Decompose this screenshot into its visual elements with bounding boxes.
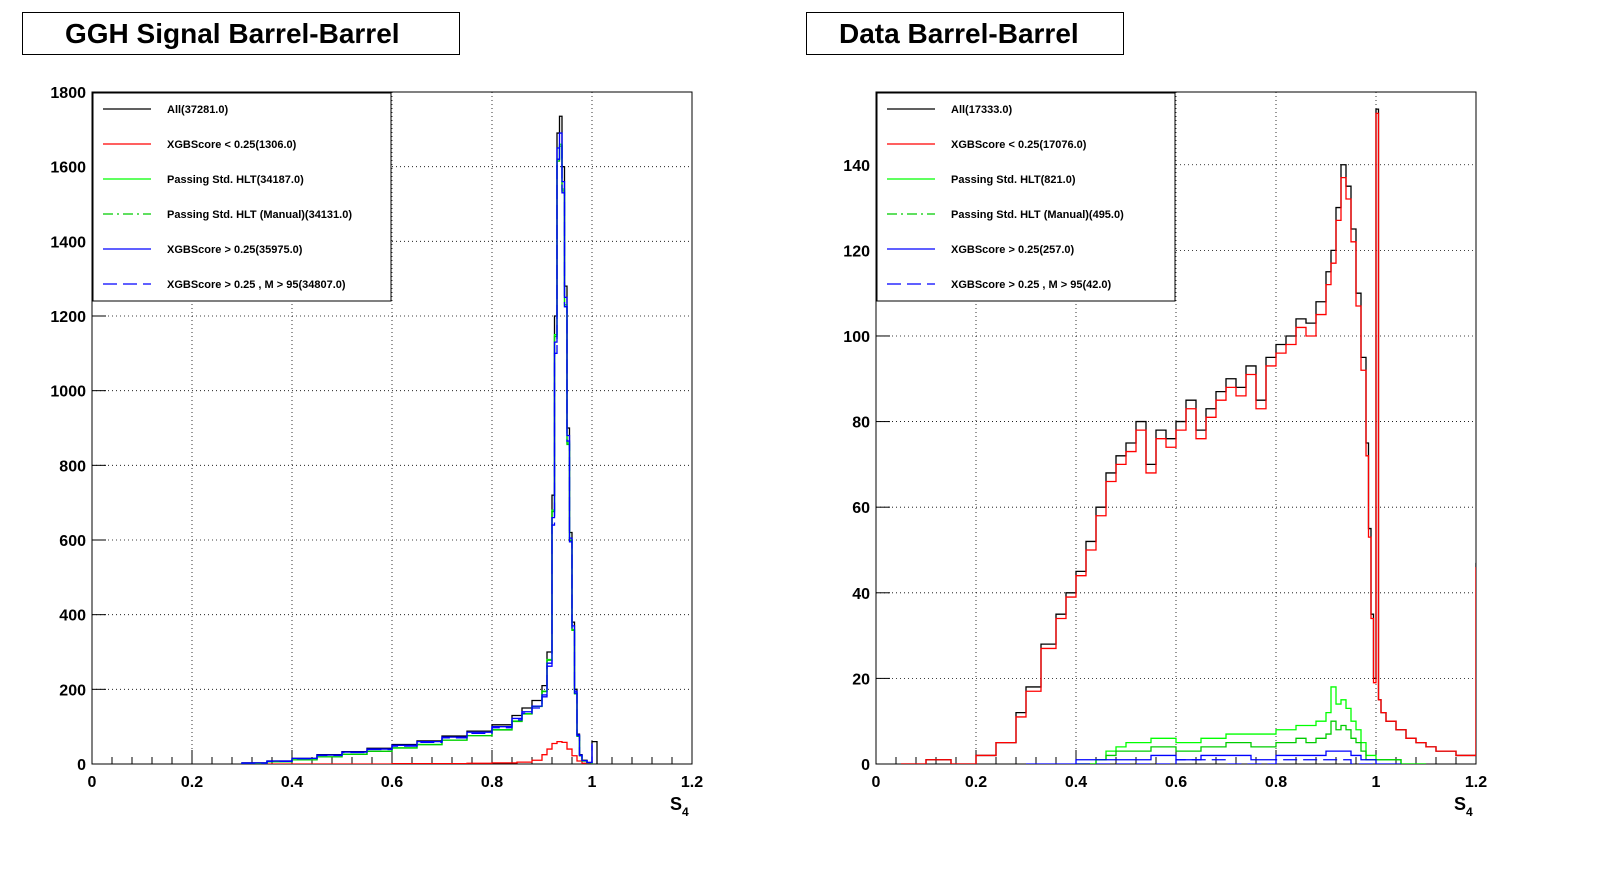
tick-label-y: 80 [852,415,870,432]
legend-label: XGBScore < 0.25(1306.0) [167,139,297,151]
tick-label-y: 20 [852,671,870,688]
tick-label-y: 400 [59,608,86,625]
series-line-3 [1076,720,1426,764]
tick-label-y: 100 [843,329,870,346]
tick-label-x: 0.6 [381,774,403,791]
tick-label-x: 0.4 [281,774,303,791]
legend-label: Passing Std. HLT (Manual)(34131.0) [167,209,352,221]
legend-box [876,92,1176,302]
legend-label: XGBScore > 0.25 , M > 95(42.0) [951,279,1112,291]
x-axis-label-subscript: 4 [1466,805,1473,819]
legend-box [92,92,392,302]
series-line-4 [1026,750,1401,764]
series-line-5 [241,143,593,764]
x-axis-label-subscript: 4 [682,805,689,819]
tick-label-y: 0 [861,757,870,774]
legend-label: XGBScore > 0.25(35975.0) [167,244,303,256]
tick-label-x: 0.2 [181,774,203,791]
tick-label-x: 0 [88,774,97,791]
tick-label-y: 1800 [50,85,86,102]
tick-label-y: 0 [77,757,86,774]
tick-label-y: 60 [852,500,870,517]
tick-label-y: 1000 [50,384,86,401]
tick-label-x: 0.8 [481,774,503,791]
legend-label: XGBScore > 0.25 , M > 95(34807.0) [167,279,346,291]
x-axis-label: S [1454,794,1466,814]
tick-label-x: 1 [1372,774,1381,791]
chart-title-data: Data Barrel-Barrel [806,12,1124,55]
series-line-5 [1076,759,1376,764]
tick-label-y: 140 [843,158,870,175]
tick-label-y: 200 [59,682,86,699]
tick-label-y: 40 [852,586,870,603]
tick-label-y: 120 [843,243,870,260]
tick-label-x: 0.6 [1165,774,1187,791]
tick-label-y: 600 [59,533,86,550]
legend-label: Passing Std. HLT(821.0) [951,174,1076,186]
series-line-1 [242,740,593,764]
tick-label-y: 800 [59,458,86,475]
x-axis-label: S [670,794,682,814]
legend-label: XGBScore > 0.25(257.0) [951,244,1075,256]
legend-label: Passing Std. HLT (Manual)(495.0) [951,209,1124,221]
legend-label: All(37281.0) [167,104,228,116]
tick-label-x: 0 [872,774,881,791]
series-line-2 [1076,686,1426,764]
tick-label-y: 1200 [50,309,86,326]
tick-label-y: 1400 [50,234,86,251]
legend-label: All(17333.0) [951,104,1012,116]
series-line-1 [901,112,1476,764]
tick-label-x: 0.2 [965,774,987,791]
tick-label-y: 1600 [50,160,86,177]
legend-label: Passing Std. HLT(34187.0) [167,174,304,186]
tick-label-x: 0.4 [1065,774,1087,791]
tick-label-x: 1.2 [681,774,703,791]
tick-label-x: 1.2 [1465,774,1487,791]
chart-title-signal: GGH Signal Barrel-Barrel [22,12,460,55]
tick-label-x: 0.8 [1265,774,1287,791]
legend-label: XGBScore < 0.25(17076.0) [951,139,1087,151]
tick-label-x: 1 [588,774,597,791]
